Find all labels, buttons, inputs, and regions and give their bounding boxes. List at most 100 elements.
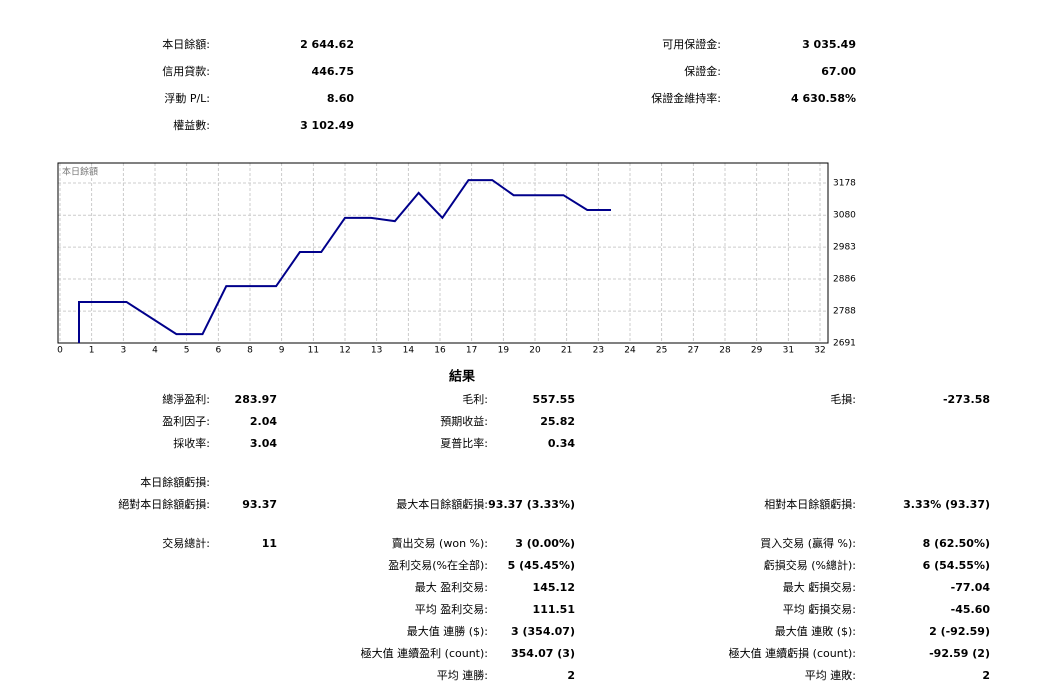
summary-label: 浮動 P/L: xyxy=(164,91,210,105)
result-value: 3.33% (93.37) xyxy=(903,498,990,511)
result-label: 毛利: xyxy=(462,393,488,406)
result-value: -273.58 xyxy=(943,393,990,406)
summary-value: 8.60 xyxy=(327,92,354,105)
result-value: -92.59 (2) xyxy=(929,647,990,660)
result-value: 3 (354.07) xyxy=(511,625,575,638)
result-label: 本日餘額虧損: xyxy=(140,475,210,489)
result-label: 盈利因子: xyxy=(162,415,210,428)
result-value: 93.37 (3.33%) xyxy=(488,498,575,511)
result-value: 11 xyxy=(262,537,277,550)
result-label: 賣出交易 (won %): xyxy=(392,536,488,550)
balance-line xyxy=(78,179,611,343)
result-value: 557.55 xyxy=(533,393,575,406)
result-value: 8 (62.50%) xyxy=(923,537,990,550)
result-label: 最大本日餘額虧損: xyxy=(396,497,488,511)
x-tick-label: 12 xyxy=(339,346,350,356)
x-tick-label: 32 xyxy=(814,346,825,356)
x-tick-label: 13 xyxy=(371,346,382,356)
result-label: 最大值 連勝 ($): xyxy=(407,624,488,638)
y-tick-label: 3080 xyxy=(833,211,856,221)
result-label: 盈利交易(%在全部): xyxy=(388,558,488,572)
result-label: 交易總計: xyxy=(162,536,210,550)
x-tick-label: 24 xyxy=(624,346,636,356)
x-tick-label: 8 xyxy=(247,346,253,356)
result-value: 2 xyxy=(567,669,575,682)
y-tick-label: 2691 xyxy=(833,339,856,349)
summary-label: 保證金維持率: xyxy=(651,91,721,105)
y-tick-label: 2983 xyxy=(833,243,856,253)
x-tick-label: 23 xyxy=(593,346,604,356)
x-tick-label: 21 xyxy=(561,346,572,356)
result-value: 3 (0.00%) xyxy=(515,537,575,550)
y-tick-label: 2886 xyxy=(833,274,856,284)
x-tick-label: 16 xyxy=(434,346,446,356)
summary-label: 可用保證金: xyxy=(662,37,721,51)
x-tick-label: 29 xyxy=(751,346,763,356)
result-value: 3.04 xyxy=(250,437,277,450)
x-tick-label: 9 xyxy=(279,346,285,356)
result-value: 0.34 xyxy=(548,437,575,450)
x-tick-label: 19 xyxy=(498,346,510,356)
result-value: 145.12 xyxy=(533,581,575,594)
x-tick-label: 14 xyxy=(403,346,415,356)
x-tick-label: 4 xyxy=(152,346,158,356)
result-value: 6 (54.55%) xyxy=(923,559,990,572)
result-label: 虧損交易 (%總計): xyxy=(764,558,856,572)
result-label: 極大值 連續虧損 (count): xyxy=(729,646,856,660)
summary-label: 本日餘額: xyxy=(162,37,210,51)
x-tick-label: 17 xyxy=(466,346,477,356)
summary-value: 4 630.58% xyxy=(791,92,856,105)
result-label: 平均 盈利交易: xyxy=(415,602,488,616)
result-value: 5 (45.45%) xyxy=(508,559,575,572)
chart-title: 本日餘額 xyxy=(62,166,98,178)
x-tick-label: 31 xyxy=(783,346,794,356)
result-value: 93.37 xyxy=(242,498,277,511)
x-tick-label: 3 xyxy=(121,346,127,356)
result-label: 極大值 連續盈利 (count): xyxy=(361,646,488,660)
result-value: 283.97 xyxy=(235,393,277,406)
x-tick-label: 6 xyxy=(216,346,222,356)
x-tick-label: 27 xyxy=(688,346,699,356)
result-label: 買入交易 (贏得 %): xyxy=(760,536,856,550)
plot-frame xyxy=(57,162,829,344)
result-value: 25.82 xyxy=(540,415,575,428)
result-label: 最大 盈利交易: xyxy=(415,580,488,594)
summary-label: 保證金: xyxy=(684,64,721,78)
results-title: 結果 xyxy=(449,369,475,385)
result-label: 平均 虧損交易: xyxy=(783,602,856,616)
x-tick-label: 11 xyxy=(308,346,319,356)
x-tick-label: 28 xyxy=(719,346,731,356)
result-value: 2.04 xyxy=(250,415,277,428)
result-value: -77.04 xyxy=(951,581,991,594)
x-tick-label: 5 xyxy=(184,346,190,356)
result-value: 111.51 xyxy=(533,603,575,616)
result-label: 平均 連敗: xyxy=(805,668,856,682)
summary-value: 3 102.49 xyxy=(300,119,354,132)
y-tick-label: 2788 xyxy=(833,307,856,317)
summary-value: 3 035.49 xyxy=(802,38,856,51)
result-value: -45.60 xyxy=(951,603,991,616)
result-label: 最大值 連敗 ($): xyxy=(775,624,856,638)
result-value: 2 xyxy=(982,669,990,682)
result-label: 夏普比率: xyxy=(440,436,488,450)
x-tick-label: 20 xyxy=(529,346,541,356)
summary-label: 信用貸款: xyxy=(162,64,210,78)
x-tick-label: 1 xyxy=(89,346,95,356)
y-tick-label: 3178 xyxy=(833,179,856,189)
summary-value: 2 644.62 xyxy=(300,38,354,51)
summary-value: 446.75 xyxy=(312,65,354,78)
result-label: 預期收益: xyxy=(440,414,488,428)
result-label: 採收率: xyxy=(173,436,210,450)
x-tick-label: 0 xyxy=(57,346,63,356)
result-label: 平均 連勝: xyxy=(437,668,488,682)
summary-value: 67.00 xyxy=(821,65,856,78)
result-label: 相對本日餘額虧損: xyxy=(764,497,856,511)
result-value: 2 (-92.59) xyxy=(929,625,990,638)
result-label: 毛損: xyxy=(830,392,856,406)
result-label: 總淨盈利: xyxy=(162,392,210,406)
x-tick-label: 25 xyxy=(656,346,667,356)
result-label: 最大 虧損交易: xyxy=(783,580,856,594)
result-label: 絕對本日餘額虧損: xyxy=(118,497,210,511)
